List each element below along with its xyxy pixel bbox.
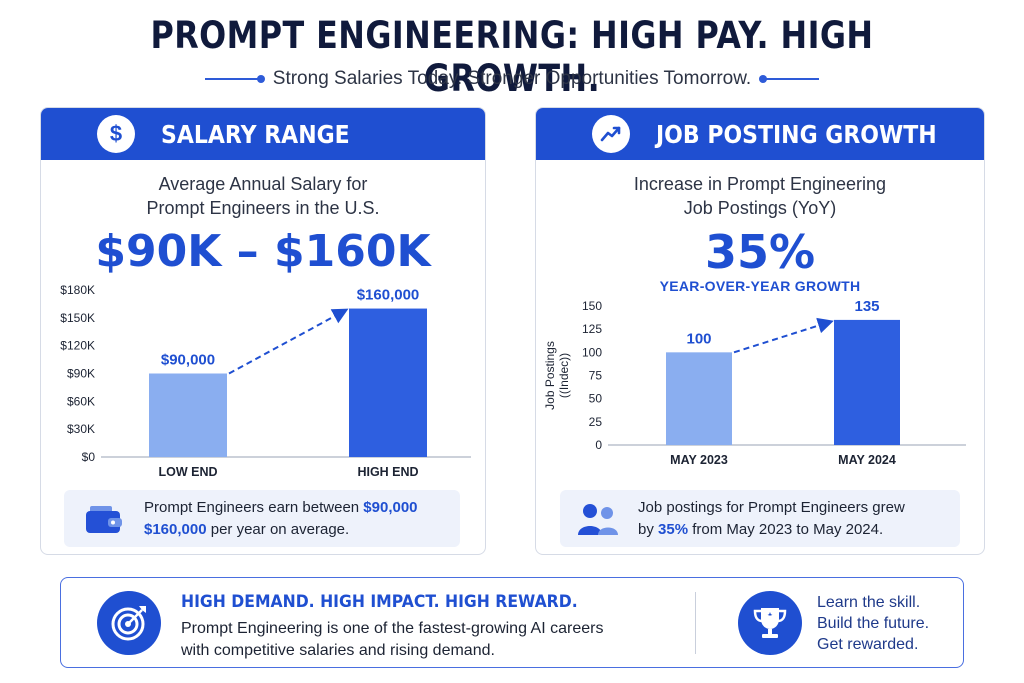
page-title: PROMPT ENGINEERING: HIGH PAY. HIGH GROWT… [150,14,874,100]
y-tick-label: $90K [67,367,95,381]
y-tick-label: $30K [67,422,95,436]
y-tick-label: 25 [589,415,603,429]
salary-info-box: Prompt Engineers earn between $90,000 $16… [64,490,460,547]
tagline-line2: Build the future. [817,615,930,632]
bottom-headline: HIGH DEMAND. HIGH IMPACT. HIGH REWARD. [181,592,578,612]
x-tick-label: MAY 2023 [670,453,728,467]
salary-range-value: $90K – $160K [95,226,431,277]
tagline-line1: Learn the skill. [817,594,921,611]
growth-info-text: Job postings for Prompt Engineers grew by… [638,498,905,538]
job-posting-growth-card: JOB POSTING GROWTH Increase in Prompt En… [535,107,985,555]
salary-card-title: SALARY RANGE [161,119,350,149]
subtitle-row: Strong Salaries Today. Stronger Opportun… [0,68,1024,90]
tagline-line3: Get rewarded. [817,636,919,653]
salary-info-text: Prompt Engineers earn between $90,000 $16… [144,498,418,538]
x-tick-label: LOW END [158,465,217,479]
dollar-icon: $ [97,115,135,153]
y-tick-label: $60K [67,394,95,408]
bar [666,352,732,445]
data-label: $90,000 [161,352,215,369]
growth-percent-value: 35% [704,225,816,279]
wallet-icon [86,505,122,533]
y-tick-label: 150 [582,299,602,313]
growth-card-title: JOB POSTING GROWTH [656,119,937,149]
salary-range-card: $ SALARY RANGE Average Annual Salary for… [40,107,486,555]
y-tick-label: $150K [60,311,95,325]
growth-label: YEAR-OVER-YEAR GROWTH [659,278,861,294]
y-tick-label: $120K [60,339,95,353]
growth-info-box: Job postings for Prompt Engineers grew by… [560,490,960,547]
y-tick-label: 75 [589,369,603,383]
data-label: $160,000 [357,287,420,304]
salary-subtitle-line1: Average Annual Salary for [158,174,368,194]
salary-info-high: $160,000 [144,520,207,538]
subtitle-divider-right [759,75,820,83]
y-tick-label: $0 [82,450,96,464]
growth-card-header: JOB POSTING GROWTH [536,108,984,160]
y-tick-label: 50 [589,392,603,406]
bar [349,308,427,457]
job-postings-bar-chart: 0 25 50 75 100 125 150 Job Postings((Indec)) 100… [543,298,966,467]
salary-subtitle: Average Annual Salary for Prompt Enginee… [41,172,485,220]
salary-subtitle-line2: Prompt Engineers in the U.S. [146,198,380,218]
subtitle-divider-left [204,75,265,83]
bottom-divider [695,592,696,654]
salary-bar-chart: $0 $30K $60K $90K $120K $150K $180K $90,000 LOW … [60,283,471,479]
growth-info-percent: 35% [658,520,689,538]
y-tick-label: $180K [60,283,95,297]
bottom-text: Prompt Engineering is one of the fastest… [181,620,604,659]
bottom-tagline: Learn the skill. Build the future. Get r… [817,592,929,655]
trend-arrow [228,308,349,375]
y-axis-label: Job Postings((Indec)) [543,341,571,410]
page-subtitle: Strong Salaries Today. Stronger Opportun… [272,68,752,89]
target-icon [97,591,161,655]
y-tick-label: 100 [582,345,602,359]
users-icon [578,503,618,535]
trend-arrow [733,317,834,354]
salary-card-header: $ SALARY RANGE [41,108,485,160]
x-tick-label: HIGH END [357,465,418,479]
x-tick-label: MAY 2024 [838,453,896,467]
growth-subtitle: Increase in Prompt Engineering Job Posti… [536,172,984,220]
bar [834,319,900,445]
bar [149,373,227,457]
salary-info-low: $90,000 [363,498,418,516]
y-tick-label: 125 [582,322,602,336]
trending-up-icon [592,115,630,153]
data-label: 100 [686,330,711,347]
growth-subtitle-line1: Increase in Prompt Engineering [633,174,887,194]
growth-subtitle-line2: Job Postings (YoY) [683,198,837,218]
y-tick-label: 0 [595,438,602,452]
data-label: 135 [854,298,879,315]
bottom-banner: HIGH DEMAND. HIGH IMPACT. HIGH REWARD. P… [60,577,964,668]
trophy-icon [738,591,802,655]
